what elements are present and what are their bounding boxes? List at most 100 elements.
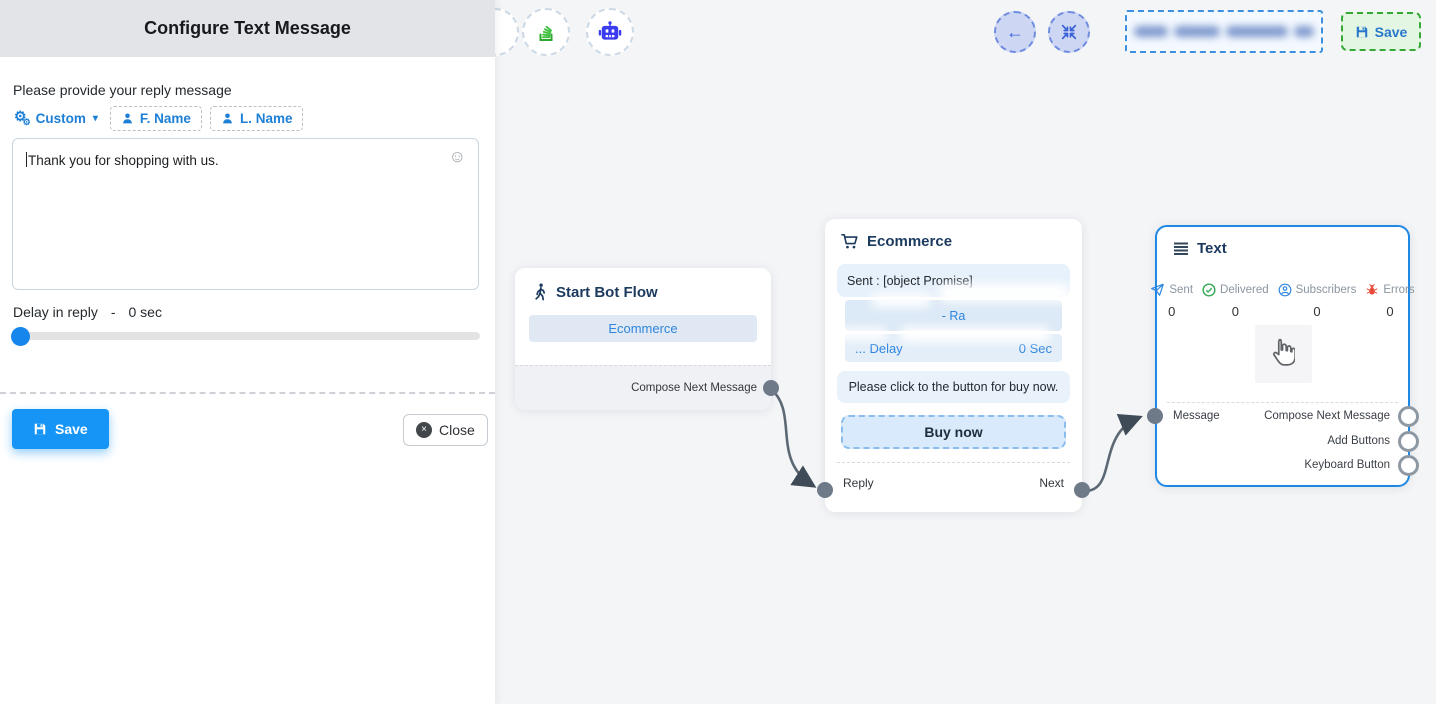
ecommerce-node-title: Ecommerce (867, 233, 953, 250)
person-icon (221, 112, 234, 125)
start-compose-port[interactable] (763, 380, 779, 396)
node-text[interactable]: Text Sent 0 (1147, 225, 1419, 487)
blurred-text-fragment: - Ra (941, 308, 966, 323)
reply-message-text: Thank you for shopping with us. (28, 153, 219, 168)
back-arrow-icon: ← (1006, 21, 1024, 42)
lines-icon (1173, 242, 1189, 256)
start-node-title: Start Bot Flow (556, 283, 658, 301)
panel-title: Configure Text Message (144, 18, 351, 38)
stat-delivered: Delivered 0 (1202, 283, 1269, 319)
custom-dropdown-button[interactable]: ⚙⚙ Custom ▾ (10, 105, 102, 131)
blur-blob (839, 328, 887, 340)
bug-icon (1365, 283, 1379, 297)
bot-tool-button[interactable] (586, 8, 634, 56)
blur-blob (900, 327, 1050, 342)
variable-buttons-row: ⚙⚙ Custom ▾ F. Name (10, 105, 304, 131)
delay-slider-thumb[interactable] (11, 327, 30, 346)
stack-tool-button[interactable] (522, 8, 570, 56)
ecommerce-reply-port[interactable] (817, 482, 833, 498)
redacted-text (1226, 26, 1288, 37)
add-buttons-port-label: Add Buttons (1327, 435, 1390, 447)
reply-message-input[interactable]: Thank you for shopping with us. ☺ (12, 138, 479, 290)
stat-subscribers: Subscribers 0 (1278, 283, 1357, 319)
send-icon (1150, 283, 1165, 297)
person-circle-icon (1278, 283, 1292, 297)
redacted-text (1294, 26, 1314, 37)
ecommerce-node-header: Ecommerce (825, 219, 1082, 250)
wire-start-to-ecommerce (770, 388, 817, 488)
stat-value: 0 (1168, 304, 1176, 319)
stat-label: Sent (1169, 284, 1194, 296)
flow-title-input[interactable] (1125, 10, 1323, 53)
chevron-down-icon: ▾ (92, 112, 98, 124)
compress-icon (1060, 23, 1078, 41)
floppy-icon (33, 422, 47, 436)
keyboard-port-label: Keyboard Button (1304, 459, 1390, 471)
blur-blob (940, 284, 1070, 302)
ecommerce-next-port[interactable] (1074, 482, 1090, 498)
stat-value: 0 (1386, 304, 1394, 319)
fit-screen-button[interactable] (1048, 11, 1090, 53)
delay-value: 0 sec (128, 304, 162, 320)
text-node-header: Text (1157, 227, 1408, 257)
divider (837, 462, 1070, 463)
text-message-input-port[interactable] (1147, 408, 1163, 424)
first-name-variable-button[interactable]: F. Name (109, 105, 202, 131)
flow-save-label: Save (1374, 23, 1408, 40)
delay-value: 0 Sec (1018, 340, 1052, 356)
text-keyboard-output-port[interactable] (1398, 455, 1419, 476)
close-label: Close (439, 422, 475, 438)
walking-person-icon (533, 283, 548, 301)
stat-value: 0 (1231, 304, 1239, 319)
fname-label: F. Name (139, 110, 191, 126)
delay-label-row: Delay in reply - 0 sec (13, 304, 162, 320)
delay-separator: - (110, 304, 116, 320)
delay-label: ... Delay (855, 340, 903, 356)
flow-save-button[interactable]: Save (1341, 12, 1421, 51)
lname-label: L. Name (239, 110, 293, 126)
text-cursor (26, 152, 27, 167)
buy-now-button[interactable]: Buy now (841, 415, 1066, 449)
text-add-buttons-output-port[interactable] (1398, 431, 1419, 452)
stat-sent: Sent 0 (1150, 283, 1193, 319)
close-icon: × (416, 422, 432, 438)
custom-label: Custom (35, 110, 86, 126)
hand-pointer-cursor (1269, 337, 1297, 372)
start-node-footer: Compose Next Message (515, 365, 771, 410)
stat-label: Subscribers (1295, 284, 1357, 296)
start-node-header: Start Bot Flow (515, 268, 771, 301)
check-circle-icon (1202, 283, 1216, 297)
redacted-text (1134, 26, 1168, 37)
node-ecommerce[interactable]: Ecommerce Sent : [object Promise] - Ra .… (817, 219, 1090, 512)
wire-ecommerce-to-text (1082, 414, 1143, 493)
node-start-bot-flow[interactable]: Start Bot Flow Ecommerce Compose Next Me… (515, 268, 779, 410)
text-node-title: Text (1197, 240, 1227, 257)
floppy-icon (1355, 25, 1369, 39)
text-compose-output-port[interactable] (1398, 406, 1419, 427)
compose-next-message-label: Compose Next Message (631, 382, 757, 394)
configure-panel-header: Configure Text Message (0, 0, 495, 57)
stat-label: Errors (1383, 284, 1415, 296)
text-node-stats: Sent 0 Delivered 0 (1151, 283, 1415, 319)
gears-icon: ⚙⚙ (14, 108, 31, 127)
last-name-variable-button[interactable]: L. Name (209, 105, 304, 131)
close-button[interactable]: × Close (403, 414, 488, 446)
start-node-flow-link[interactable]: Ecommerce (529, 315, 757, 342)
cart-icon (841, 233, 859, 250)
reply-port-label: Reply (843, 476, 874, 490)
compose-port-label: Compose Next Message (1264, 410, 1390, 422)
next-port-label: Next (1039, 476, 1064, 490)
save-button[interactable]: Save (12, 409, 109, 449)
emoji-picker-button[interactable]: ☺ (449, 147, 466, 167)
delay-slider-track[interactable] (12, 332, 480, 340)
save-label: Save (55, 421, 88, 437)
smiley-icon: ☺ (448, 147, 466, 166)
configure-panel: Configure Text Message Please provide yo… (0, 0, 495, 704)
ecommerce-node-footer: Reply Next (825, 463, 1082, 490)
stat-errors: Errors 0 (1365, 283, 1415, 319)
divider (0, 392, 495, 394)
ecommerce-message: Please click to the button for buy now. (837, 371, 1070, 403)
back-button[interactable]: ← (994, 11, 1036, 53)
stat-value: 0 (1313, 304, 1321, 319)
